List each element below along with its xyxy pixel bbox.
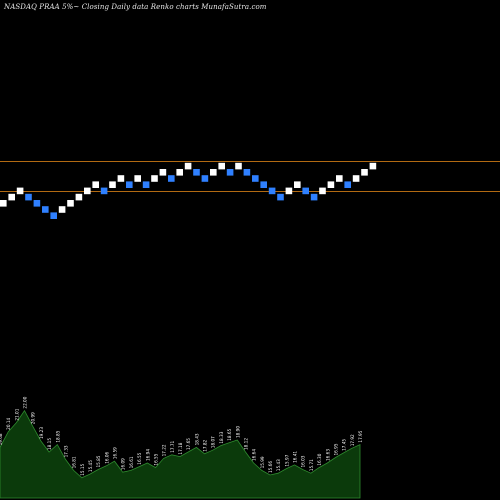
volume-area [0, 409, 361, 499]
volume-label: 16.06 [104, 451, 109, 463]
volume-label: 18.33 [219, 431, 224, 443]
volume-label: 17.65 [186, 438, 191, 450]
chart-title: NASDAQ PRAA 5%~ Closing Daily data Renko… [4, 3, 267, 11]
renko-brick-down [193, 169, 200, 176]
renko-brick-down [126, 181, 133, 188]
volume-label: 17.71 [170, 440, 175, 452]
renko-brick-up [369, 162, 377, 170]
volume-label: 18.43 [194, 433, 199, 445]
volume-label: 16.41 [293, 451, 298, 463]
renko-brick-up [352, 175, 360, 182]
volume-label: 18.15 [47, 438, 52, 450]
volume-label: 16.30 [317, 453, 322, 465]
renko-brick-up [176, 169, 183, 176]
renko-brick-down [302, 187, 309, 195]
volume-label: 15.85 [96, 455, 101, 467]
volume-label: 17.45 [342, 439, 347, 451]
volume-label: 18.90 [235, 426, 240, 438]
renko-brick-up [159, 169, 167, 176]
volume-label: 18.07 [211, 436, 216, 448]
volume-panel [0, 409, 361, 499]
renko-brick-down [201, 175, 209, 182]
renko-brick-down [310, 193, 318, 201]
renko-brick-down [100, 187, 108, 195]
volume-label: 15.71 [309, 459, 314, 471]
renko-brick-down [168, 175, 175, 182]
volume-label: 16.55 [137, 452, 142, 464]
volume-label: 20.14 [6, 417, 11, 429]
renko-brick-up [218, 162, 225, 170]
volume-label: 18.85 [55, 430, 60, 442]
volume-label: 19.68 [0, 433, 3, 445]
reference-lines [0, 161, 500, 192]
renko-brick-up [285, 187, 293, 195]
renko-brick-up [58, 206, 66, 213]
volume-label: 17.18 [178, 442, 183, 454]
renko-brick-up [327, 181, 335, 188]
renko-brick-down [226, 169, 234, 176]
volume-label: 16.64 [252, 449, 257, 461]
renko-brick-up [319, 187, 326, 195]
volume-label: 16.59 [113, 447, 118, 459]
volume-label: 15.99 [260, 456, 265, 468]
volume-label: 17.92 [350, 434, 355, 446]
renko-brick-up [336, 175, 343, 182]
renko-brick-down [33, 200, 41, 207]
renko-brick-up [16, 187, 24, 195]
renko-brick-up [92, 181, 99, 188]
volume-label: 16.81 [72, 456, 77, 468]
volume-label: 15.66 [268, 461, 273, 473]
volume-label: 15.15 [80, 463, 85, 475]
renko-brick-down [42, 206, 49, 213]
volume-label: 22.00 [23, 396, 28, 408]
volume-label: 18.12 [244, 438, 249, 450]
renko-brick-up [8, 193, 15, 201]
renko-brick-up [210, 169, 217, 176]
renko-brick-down [142, 181, 150, 188]
renko-brick-down [25, 193, 32, 201]
volume-label: 16.95 [334, 443, 339, 455]
volume-label: 15.43 [276, 459, 281, 471]
volume-label: 17.82 [203, 439, 208, 451]
renko-brick-up [184, 162, 192, 170]
renko-brick-up [151, 175, 158, 182]
renko-brick-up [67, 200, 74, 207]
renko-brick-down [260, 181, 267, 188]
renko-brick-down [243, 169, 251, 176]
renko-brick-down [344, 181, 351, 188]
volume-label: 20.99 [31, 412, 36, 424]
volume-label: 16.61 [129, 456, 134, 468]
volume-label: 16.63 [325, 449, 330, 461]
renko-brick-up [0, 200, 7, 207]
renko-brick-up [361, 169, 368, 176]
renko-brick-up [84, 187, 91, 195]
renko-brick-up [75, 193, 83, 201]
renko-brick-down [277, 193, 284, 201]
volume-label: 19.23 [39, 427, 44, 439]
renko-brick-down [252, 175, 259, 182]
renko-brick-up [235, 162, 242, 170]
renko-brick-up [134, 175, 141, 182]
volume-label: 15.97 [284, 454, 289, 466]
volume-label: 16.03 [301, 455, 306, 467]
volume-label: 16.55 [154, 453, 159, 465]
volume-label: 15.45 [88, 460, 93, 472]
volume-label: 17.33 [64, 445, 69, 457]
volume-label: 17.22 [162, 444, 167, 456]
renko-brick-up [294, 181, 301, 188]
volume-label: 18.65 [227, 428, 232, 440]
volume-label: 16.94 [145, 449, 150, 461]
renko-brick-up [109, 181, 116, 188]
renko-brick-down [268, 187, 276, 195]
renko-brick-up [117, 175, 125, 182]
renko-brick-down [50, 212, 57, 219]
volume-label: 17.95 [358, 430, 363, 442]
volume-label: 16.09 [121, 458, 126, 470]
volume-label: 21.01 [14, 408, 19, 420]
renko-bricks [0, 162, 377, 219]
